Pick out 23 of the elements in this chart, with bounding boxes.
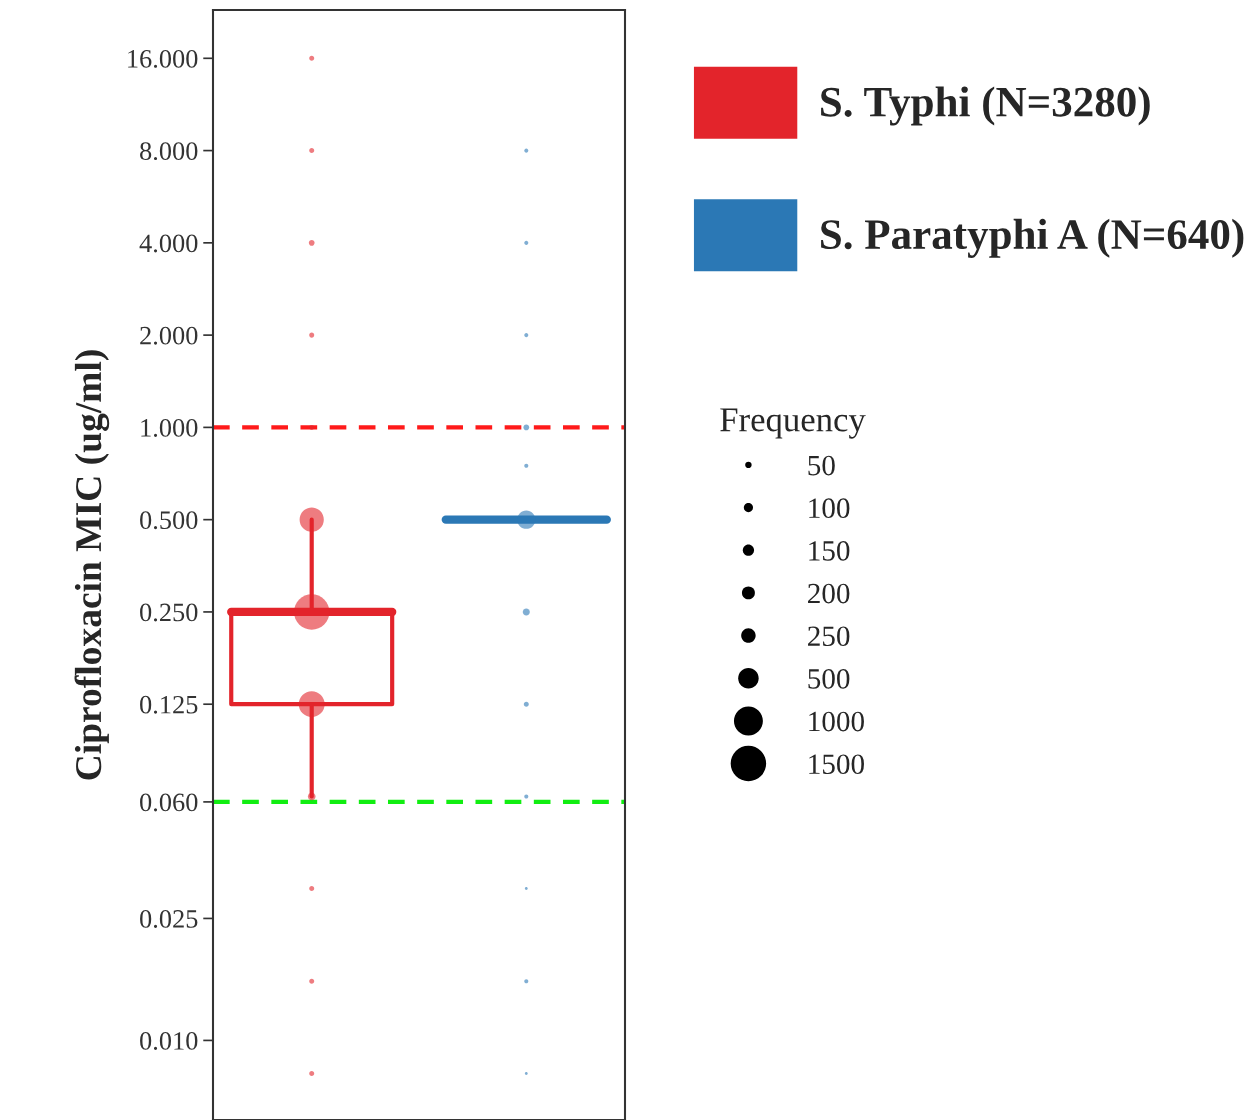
y-tick-label: 16.000	[128, 49, 198, 68]
y-tick-label: 2.000	[140, 326, 198, 345]
legend-label: 200	[808, 583, 850, 604]
y-tick-label: 4.000	[139, 234, 198, 253]
y-tick-label: 0.060	[140, 793, 198, 812]
legend-label: S. Typhi (N=3280)	[821, 86, 1150, 126]
y-axis-title: Ciprofloxacin MIC (ug/ml)	[74, 350, 110, 780]
legend-label: 50	[808, 455, 835, 476]
y-tick-label: 0.025	[140, 910, 198, 928]
y-tick-label: 0.250	[140, 603, 198, 622]
y-tick-label: 8.000	[140, 142, 198, 161]
y-tick-label: 0.010	[140, 1032, 198, 1050]
legend-label: 150	[809, 541, 850, 561]
legend-label: 100	[809, 498, 850, 519]
y-tick-label: 0.125	[140, 695, 198, 714]
legend-label: S. Paratyphi A (N=640)	[821, 218, 1244, 258]
legend-label: 1500	[809, 754, 864, 775]
legend-title: Frequency	[720, 408, 866, 439]
legend-label: 250	[808, 626, 850, 647]
legend-label: 500	[808, 669, 850, 689]
y-tick-label: 1.000	[141, 419, 198, 437]
y-tick-label: 0.500	[140, 511, 198, 530]
legend-label: 1000	[809, 711, 864, 732]
